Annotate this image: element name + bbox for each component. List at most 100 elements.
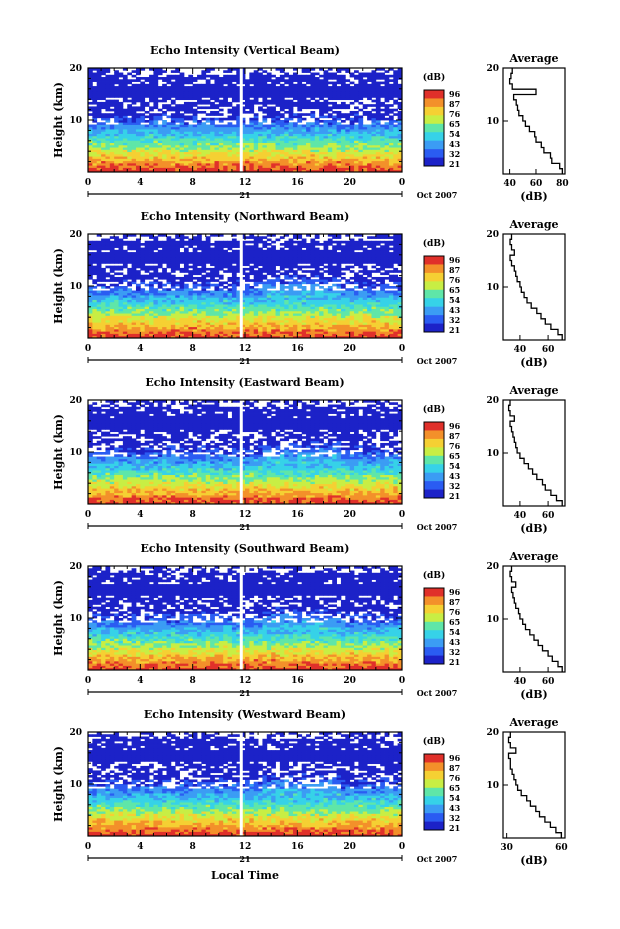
x-tick-label: 12 xyxy=(239,842,252,852)
x-tick-label: 16 xyxy=(291,842,304,852)
data-gap-stripe xyxy=(239,400,243,504)
colorbar-tick-label: 21 xyxy=(449,159,460,169)
colorbar-segment xyxy=(424,123,444,133)
colorbar-segment xyxy=(424,647,444,656)
day-label: 21 xyxy=(239,522,250,532)
colorbar-tick-label: 65 xyxy=(449,617,460,627)
x-tick-label: 16 xyxy=(291,178,304,188)
colorbar-tick-label: 43 xyxy=(449,803,461,813)
panel-title: Echo Intensity (Westward Beam) xyxy=(144,708,346,721)
colorbar-tick-label: 96 xyxy=(449,753,461,763)
colorbar-segment xyxy=(424,106,444,116)
avg-y-tick-label: 20 xyxy=(486,230,499,240)
colorbar-segment xyxy=(424,821,444,831)
x-tick-label: 8 xyxy=(190,344,196,354)
colorbar-segment xyxy=(424,455,444,465)
colorbar-segment xyxy=(424,588,444,597)
y-axis-label: Height (km) xyxy=(52,82,65,158)
colorbar-tick-label: 54 xyxy=(449,627,461,637)
avg-title: Average xyxy=(508,716,558,729)
colorbar-tick-label: 32 xyxy=(449,315,460,325)
colorbar-segment xyxy=(424,438,444,448)
panel-title: Echo Intensity (Northward Beam) xyxy=(141,210,350,223)
avg-x-tick-label: 40 xyxy=(503,179,516,189)
colorbar-tick-label: 65 xyxy=(449,285,460,295)
heatmap-cells xyxy=(88,732,403,837)
y-tick-label: 20 xyxy=(69,728,82,738)
avg-x-tick-label: 60 xyxy=(555,843,568,853)
avg-x-tick-label: 60 xyxy=(530,179,543,189)
avg-y-tick-label: 20 xyxy=(486,64,499,74)
bottom-x-axis-label: Local Time xyxy=(211,869,279,882)
colorbar-tick-label: 96 xyxy=(449,421,461,431)
avg-x-axis-label: (dB) xyxy=(520,854,547,867)
colorbar-tick-label: 96 xyxy=(449,255,461,265)
y-tick-label: 20 xyxy=(69,230,82,240)
x-tick-label: 0 xyxy=(399,510,405,520)
avg-title: Average xyxy=(508,550,558,563)
x-tick-label: 12 xyxy=(239,510,252,520)
colorbar-tick-label: 87 xyxy=(449,431,460,441)
date-label: Oct 2007 xyxy=(417,522,458,532)
panel-title: Echo Intensity (Eastward Beam) xyxy=(145,376,344,389)
colorbar-segment xyxy=(424,464,444,473)
colorbar-segment xyxy=(424,98,444,108)
colorbar-frame xyxy=(423,753,445,831)
x-tick-label: 0 xyxy=(399,676,405,686)
colorbar-segment xyxy=(424,655,444,665)
avg-x-tick-label: 40 xyxy=(514,511,527,521)
x-tick-label: 20 xyxy=(343,344,356,354)
colorbar-segment xyxy=(424,787,444,797)
date-label: Oct 2007 xyxy=(417,190,458,200)
colorbar-tick-label: 43 xyxy=(449,139,461,149)
avg-y-tick-label: 20 xyxy=(486,562,499,572)
avg-x-tick-label: 60 xyxy=(542,345,555,355)
x-tick-label: 20 xyxy=(343,676,356,686)
avg-x-tick-label: 40 xyxy=(514,345,527,355)
colorbar-tick-label: 96 xyxy=(449,89,461,99)
colorbar-tick-label: 54 xyxy=(449,461,461,471)
colorbar-segment xyxy=(424,638,444,648)
x-tick-label: 0 xyxy=(399,842,405,852)
avg-x-tick-label: 30 xyxy=(500,843,513,853)
y-tick-label: 10 xyxy=(69,780,82,790)
date-label: Oct 2007 xyxy=(417,688,458,698)
colorbar-tick-label: 43 xyxy=(449,637,461,647)
avg-profile-line xyxy=(509,234,563,340)
colorbar-tick-label: 32 xyxy=(449,813,460,823)
heatmap-cells xyxy=(88,400,403,505)
x-tick-label: 16 xyxy=(291,344,304,354)
colorbar-tick-label: 76 xyxy=(449,773,461,783)
colorbar-segment xyxy=(424,613,444,623)
avg-y-tick-label: 10 xyxy=(486,117,499,127)
avg-x-tick-label: 80 xyxy=(556,179,569,189)
panel-5: Echo Intensity (Westward Beam) 20 10 Height… xyxy=(52,708,568,867)
panel-3: Echo Intensity (Eastward Beam) 20 10 Height… xyxy=(52,376,566,535)
x-tick-label: 4 xyxy=(137,842,143,852)
colorbar-tick-label: 87 xyxy=(449,265,460,275)
colorbar-segment xyxy=(424,472,444,482)
colorbar-segment xyxy=(424,422,444,431)
x-tick-label: 4 xyxy=(137,510,143,520)
x-tick-label: 20 xyxy=(343,510,356,520)
colorbar-tick-label: 76 xyxy=(449,441,461,451)
colorbar-segment xyxy=(424,323,444,333)
colorbar-tick-label: 96 xyxy=(449,587,461,597)
data-gap-stripe xyxy=(239,732,243,836)
x-tick-label: 0 xyxy=(85,510,91,520)
x-tick-label: 16 xyxy=(291,676,304,686)
colorbar-segment xyxy=(424,447,444,457)
day-label: 21 xyxy=(239,190,250,200)
colorbar-tick-label: 32 xyxy=(449,149,460,159)
x-tick-label: 20 xyxy=(343,842,356,852)
colorbar-tick-label: 54 xyxy=(449,295,461,305)
colorbar-tick-label: 21 xyxy=(449,823,460,833)
avg-x-tick-label: 60 xyxy=(542,511,555,521)
day-label: 21 xyxy=(239,688,250,698)
colorbar-frame xyxy=(423,255,445,333)
panel-title: Echo Intensity (Vertical Beam) xyxy=(150,44,340,57)
colorbar-segment xyxy=(424,281,444,291)
x-tick-label: 0 xyxy=(399,178,405,188)
avg-profile-line xyxy=(509,566,563,672)
